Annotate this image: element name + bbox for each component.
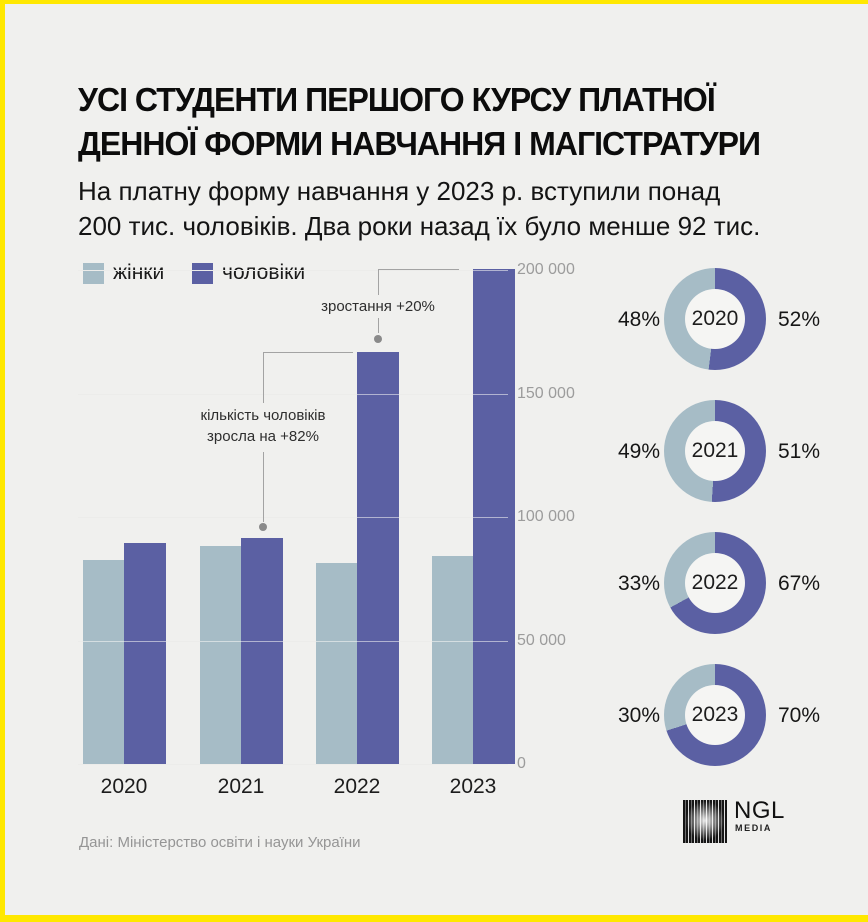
x-axis-label-2022: 2022 (333, 775, 381, 798)
y-axis-label: 0 (517, 755, 526, 772)
y-axis-label: 150 000 (517, 384, 575, 402)
gridline-overlay (78, 640, 508, 642)
donut-hole-2021: 2021 (685, 421, 745, 481)
bar-women-2020 (83, 560, 125, 764)
legend-swatch-women-icon (83, 262, 104, 284)
annotation-20-pointer-dot (374, 335, 382, 343)
y-axis-label: 100 000 (517, 508, 575, 525)
legend-swatch-men-icon (192, 262, 213, 284)
ngl-media-logo-icon (683, 800, 727, 843)
bar-men-2022 (357, 352, 399, 764)
data-source-note: Дані: Міністерство освіти і науки Україн… (79, 834, 361, 851)
annotation-82-pointer-line (263, 452, 264, 522)
subtitle-line1: На платну форму навчання у 2023 р. вступ… (78, 176, 721, 206)
donut-men-pct-2023: 70% (778, 704, 821, 727)
annotation-20-bracket-line (378, 269, 459, 295)
bar-men-2021 (241, 538, 283, 764)
legend-label-men: чоловіки (222, 261, 306, 284)
gridline-overlay (78, 764, 508, 765)
gridline-overlay (78, 517, 508, 518)
annotation-20-pointer-line (378, 318, 379, 333)
donut-hole-2022: 2022 (685, 553, 745, 613)
donut-hole-2020: 2020 (685, 289, 745, 349)
donut-year-label: 2023 (691, 703, 739, 726)
x-axis-label-2021: 2021 (217, 775, 265, 798)
donut-women-pct-2023: 30% (617, 704, 660, 727)
subtitle-line2: 200 тис. чоловіків. Два роки назад їх бу… (78, 211, 761, 241)
page-title-line1: УСІ СТУДЕНТИ ПЕРШОГО КУРСУ ПЛАТНОЇ (78, 81, 716, 118)
donut-year-label: 2021 (691, 439, 739, 462)
annotation-82-pointer-dot (259, 523, 267, 531)
donut-women-pct-2022: 33% (617, 572, 660, 595)
bar-women-2021 (200, 546, 242, 764)
annotation-82-bracket-line (263, 352, 353, 403)
donut-women-pct-2021: 49% (617, 440, 660, 463)
donut-men-pct-2021: 51% (778, 440, 821, 463)
ngl-logo-text: NGL (734, 797, 785, 824)
legend-item-women: жінки (83, 261, 164, 285)
ngl-logo-subtext: MEDIA (735, 823, 772, 833)
gridline-overlay (78, 393, 508, 395)
y-axis-label: 50 000 (517, 631, 566, 649)
legend-item-men: чоловіки (192, 261, 305, 285)
donut-year-label: 2020 (691, 307, 739, 330)
donut-men-pct-2022: 67% (778, 572, 821, 595)
donut-hole-2023: 2023 (685, 685, 745, 745)
bar-women-2023 (432, 556, 474, 764)
bar-women-2022 (316, 563, 358, 764)
donut-men-pct-2020: 52% (778, 308, 821, 331)
bar-men-2020 (124, 543, 166, 764)
legend-label-women: жінки (113, 261, 165, 284)
annotation-20-text: зростання +20% (321, 298, 435, 315)
annotation-82-text: кількість чоловіків зросла на +82% (200, 407, 326, 445)
donut-women-pct-2020: 48% (617, 308, 660, 331)
donut-year-label: 2022 (691, 571, 739, 594)
x-axis-label-2023: 2023 (449, 775, 497, 798)
y-axis-label: 200 000 (517, 261, 575, 278)
bar-men-2023 (473, 269, 515, 764)
x-axis-label-2020: 2020 (100, 775, 148, 798)
page-title-line2: ДЕННОЇ ФОРМИ НАВЧАННЯ І МАГІСТРАТУРИ (78, 125, 761, 162)
gridline-overlay (78, 270, 508, 271)
